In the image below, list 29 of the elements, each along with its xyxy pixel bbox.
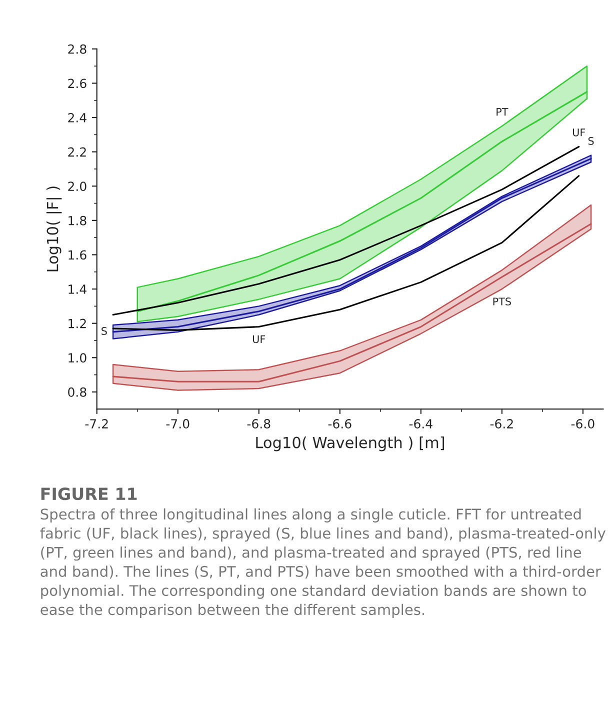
x-tick-label: -6.6	[328, 419, 352, 428]
y-tick-label: 2.2	[68, 147, 86, 157]
x-tick-label: -7.2	[85, 419, 108, 428]
text: FIGURE 11	[41, 488, 137, 500]
annotation: PT	[496, 108, 508, 116]
y-tick-label: 1.4	[68, 284, 86, 294]
x-tick-label: -7.0	[166, 419, 190, 428]
y-tick-label: 2.6	[68, 78, 86, 88]
y-tick-label: 1.2	[68, 318, 86, 328]
text: Spectra of three longitudinal lines along a single cuticle. FFT for untreated fabric (UF, black lines), sprayed (S, blue lines and band), plasma-treated-only (PT, green lines and band), and plasma-treated and sprayed (PTS, red line and band). The lines (S, PT, and PTS) have been smoothed with a third-order polynomial. The corresponding one standard deviation bands are shown to ease the comparison between the different samples.	[40, 508, 606, 618]
annotation: PTS	[493, 298, 511, 306]
x-tick-label: -6.8	[247, 419, 270, 428]
x-tick-label: -6.2	[490, 419, 513, 428]
annotation: UF	[572, 128, 586, 136]
annotation: S	[102, 327, 107, 335]
y-tick-label: 2.0	[68, 182, 86, 192]
y-tick-label: 2.8	[68, 44, 86, 54]
y-tick-label: 1.8	[68, 216, 86, 226]
x-axis-title: Log10( Wavelength ) [m]	[256, 436, 444, 452]
x-tick-label: -6.0	[571, 419, 594, 428]
line-series	[112, 146, 580, 316]
x-tick-label: -6.4	[409, 419, 432, 428]
annotation: UF	[252, 335, 266, 344]
y-tick-label: 1.0	[68, 353, 86, 363]
annotation: S	[588, 137, 594, 145]
y-tick-label: 2.4	[68, 112, 86, 122]
y-axis-title: Log10( |F| )	[46, 186, 62, 272]
y-tick-label: 0.8	[68, 387, 86, 397]
y-tick-label: 1.6	[68, 250, 86, 260]
